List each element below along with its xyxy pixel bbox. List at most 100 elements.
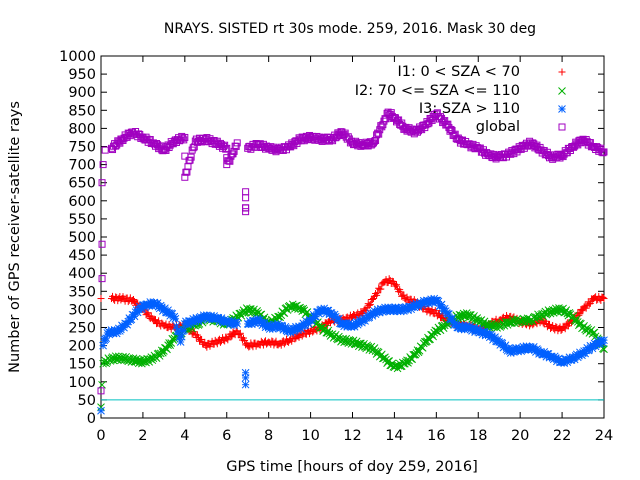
data-point-dense bbox=[358, 343, 366, 352]
data-point bbox=[242, 188, 250, 196]
legend: I1: 0 < SZA < 70 I2: 70 <= SZA <= 110 I3… bbox=[355, 64, 566, 135]
data-point bbox=[98, 179, 106, 187]
y-tick-label: 150 bbox=[68, 357, 96, 373]
data-point-dense bbox=[394, 361, 403, 370]
data-point bbox=[99, 161, 107, 169]
data-point-dense bbox=[226, 157, 234, 165]
x-tick-label: 14 bbox=[385, 428, 403, 444]
data-point-dense bbox=[151, 316, 159, 324]
data-point-dense bbox=[232, 142, 240, 150]
data-point-dense bbox=[183, 168, 191, 176]
legend-label-i3: I3: SZA > 110 bbox=[419, 101, 520, 117]
legend-markers bbox=[558, 68, 566, 131]
data-point-dense bbox=[378, 123, 386, 131]
y-tick-label: 450 bbox=[68, 248, 96, 264]
data-point-dense bbox=[285, 338, 293, 346]
data-point-dense bbox=[291, 335, 299, 343]
data-point-dense bbox=[599, 293, 607, 301]
data-point-dense bbox=[561, 325, 569, 333]
x-axis-ticks: 0 2 4 6 8 10 12 14 16 18 20 22 24 bbox=[96, 56, 613, 444]
data-point-dense bbox=[272, 337, 280, 345]
plot-frame bbox=[100, 55, 605, 419]
data-point-dense bbox=[146, 136, 154, 144]
data-point-dense bbox=[232, 318, 241, 327]
data-point bbox=[101, 146, 109, 154]
x-tick-label: 16 bbox=[427, 428, 445, 444]
y-tick-label: 850 bbox=[68, 103, 96, 119]
data-point-dense bbox=[582, 304, 590, 312]
data-point-dense bbox=[431, 307, 439, 315]
series-layer bbox=[97, 108, 608, 415]
data-point-dense bbox=[221, 337, 229, 345]
x-tick-label: 6 bbox=[222, 428, 231, 444]
data-point-dense bbox=[365, 346, 374, 354]
data-point-dense bbox=[585, 300, 593, 308]
x-tick-label: 2 bbox=[138, 428, 147, 444]
data-point-dense bbox=[227, 333, 235, 341]
data-point-dense bbox=[377, 122, 385, 130]
data-point-dense bbox=[203, 343, 211, 351]
data-point-dense bbox=[435, 310, 443, 318]
data-point-dense bbox=[408, 355, 417, 364]
y-tick-label: 950 bbox=[68, 67, 96, 83]
y-tick-label: 900 bbox=[68, 85, 96, 101]
data-point-dense bbox=[230, 147, 238, 155]
data-point bbox=[241, 380, 250, 389]
data-point-dense bbox=[365, 301, 373, 309]
data-point-dense bbox=[126, 294, 134, 302]
data-point bbox=[97, 406, 105, 415]
data-point-dense bbox=[295, 333, 303, 341]
data-point-dense bbox=[412, 349, 421, 357]
x-tick-label: 0 bbox=[96, 428, 105, 444]
data-point bbox=[181, 173, 189, 181]
data-point-dense bbox=[420, 337, 429, 346]
data-point-dense bbox=[384, 278, 392, 286]
data-point-dense bbox=[189, 144, 197, 152]
y-tick-label: 800 bbox=[68, 121, 96, 137]
data-point-dense bbox=[555, 152, 563, 160]
x-tick-label: 12 bbox=[343, 428, 361, 444]
legend-marker bbox=[558, 105, 566, 113]
data-point-dense bbox=[201, 338, 209, 346]
data-point-dense bbox=[389, 278, 397, 286]
x-tick-label: 8 bbox=[264, 428, 273, 444]
legend-marker bbox=[558, 87, 566, 95]
data-point-dense bbox=[166, 341, 175, 349]
data-point-dense bbox=[198, 335, 206, 343]
data-point-dense bbox=[586, 299, 594, 307]
series-3 bbox=[97, 108, 608, 395]
y-tick-label: 200 bbox=[68, 339, 96, 355]
data-point-dense bbox=[375, 130, 383, 138]
data-point-dense bbox=[232, 327, 240, 335]
data-point-dense bbox=[171, 314, 180, 323]
legend-label-i1: I1: 0 < SZA < 70 bbox=[398, 64, 520, 80]
data-point-dense bbox=[418, 344, 427, 352]
data-point-dense bbox=[259, 341, 267, 349]
data-point-dense bbox=[306, 330, 314, 338]
y-tick-label: 300 bbox=[68, 302, 96, 318]
data-point-dense bbox=[242, 194, 250, 202]
y-tick-label: 100 bbox=[68, 375, 96, 391]
y-tick-label: 650 bbox=[68, 176, 96, 192]
data-point-dense bbox=[236, 329, 244, 337]
legend-label-global: global bbox=[476, 119, 520, 135]
data-point-dense bbox=[222, 145, 230, 153]
data-point bbox=[97, 403, 105, 411]
data-point-dense bbox=[187, 153, 195, 161]
data-point bbox=[176, 338, 185, 346]
y-tick-label: 550 bbox=[68, 212, 96, 228]
data-point bbox=[97, 295, 105, 303]
y-tick-label: 750 bbox=[68, 140, 96, 156]
y-axis-label: Number of GPS receiver-satellite rays bbox=[7, 101, 23, 373]
y-tick-label: 250 bbox=[68, 321, 96, 337]
data-point-dense bbox=[366, 300, 374, 308]
y-tick-label: 0 bbox=[87, 411, 96, 427]
y-tick-label: 350 bbox=[68, 284, 96, 300]
data-point bbox=[242, 204, 250, 212]
data-point-dense bbox=[213, 340, 221, 348]
data-point bbox=[97, 387, 105, 395]
x-tick-label: 10 bbox=[301, 428, 319, 444]
data-point-dense bbox=[179, 326, 188, 334]
data-point-dense bbox=[393, 281, 401, 289]
x-tick-label: 24 bbox=[595, 428, 613, 444]
